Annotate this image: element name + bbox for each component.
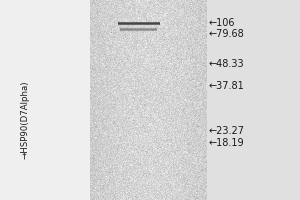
- Text: →HSP90(D7Alpha): →HSP90(D7Alpha): [21, 81, 30, 159]
- Text: ←48.33: ←48.33: [208, 59, 244, 69]
- Text: ←37.81: ←37.81: [208, 81, 244, 91]
- Text: ←79.68: ←79.68: [208, 29, 244, 39]
- Text: ←18.19: ←18.19: [208, 138, 244, 148]
- Text: ←106: ←106: [208, 18, 235, 28]
- Text: ←23.27: ←23.27: [208, 126, 244, 136]
